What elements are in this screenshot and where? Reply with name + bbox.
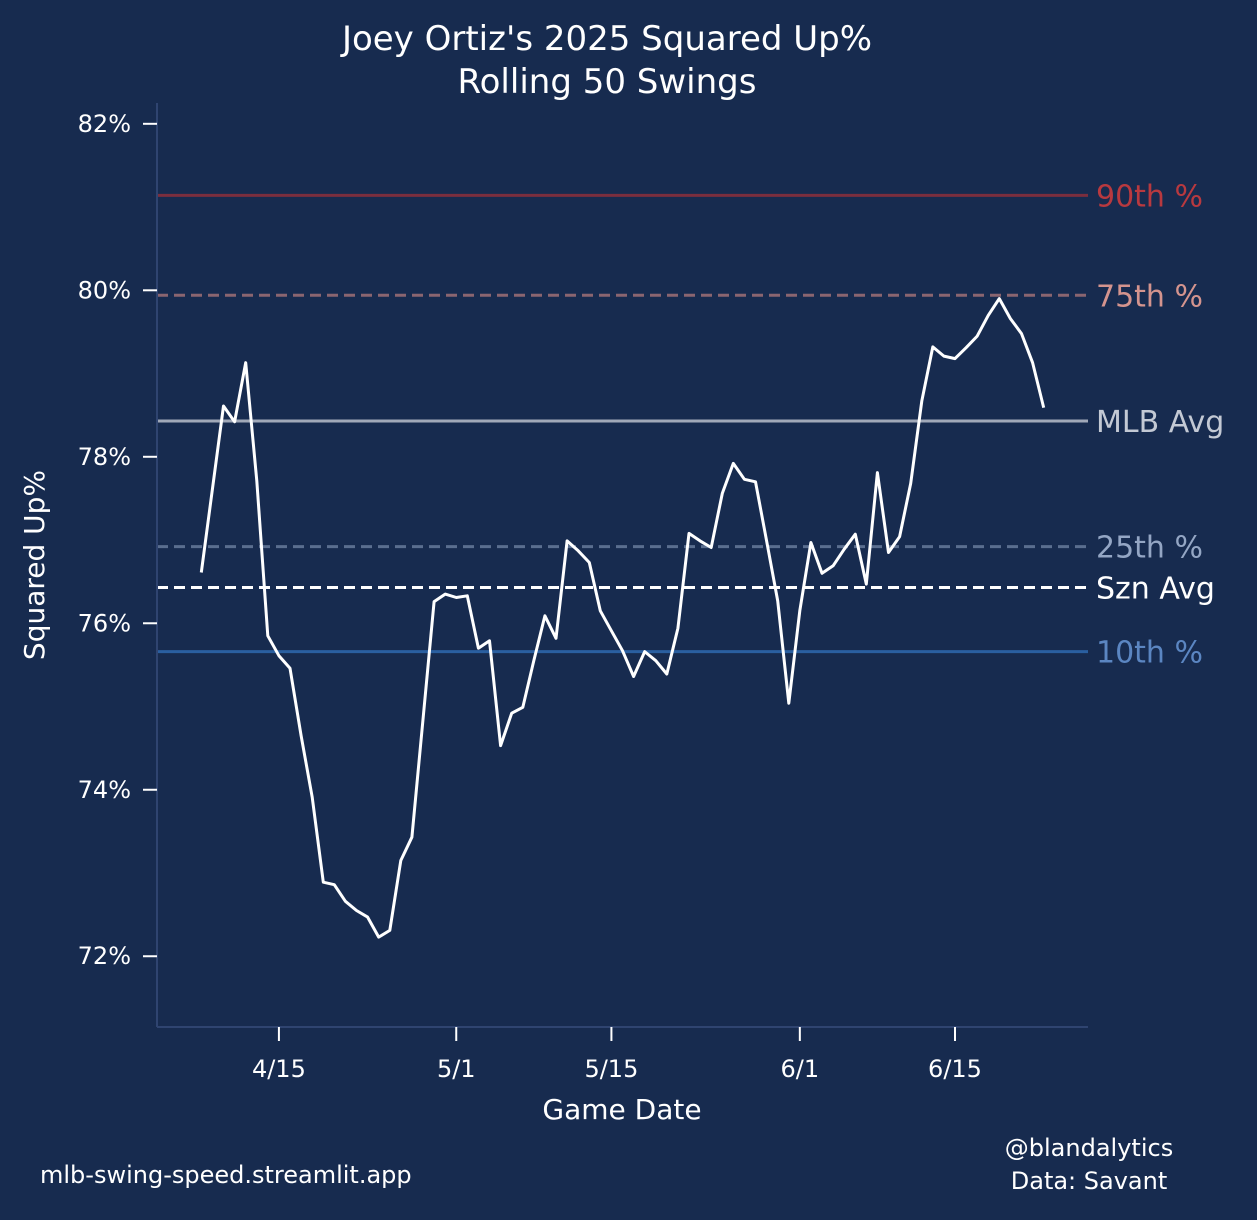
chart-subtitle: Rolling 50 Swings: [458, 62, 757, 102]
x-tick-label: 6/15: [928, 1055, 982, 1083]
x-tick-label: 5/15: [584, 1055, 638, 1083]
x-axis-label: Game Date: [542, 1093, 701, 1126]
y-tick-label: 80%: [78, 276, 131, 304]
x-tick-label: 5/1: [437, 1055, 476, 1083]
footer-site: mlb-swing-speed.streamlit.app: [40, 1161, 412, 1189]
y-axis-label: Squared Up%: [18, 470, 51, 660]
footer-credit: @blandalytics: [1005, 1134, 1173, 1162]
reference-line-label: 10th %: [1096, 636, 1203, 671]
reference-line-label: MLB Avg: [1096, 405, 1224, 440]
reference-line-label: 25th %: [1096, 531, 1203, 566]
reference-line-label: 90th %: [1096, 179, 1203, 214]
y-tick-label: 74%: [78, 776, 131, 804]
chart-title: Joey Ortiz's 2025 Squared Up%: [340, 19, 872, 59]
series-line: [199, 297, 1046, 939]
y-tick-label: 76%: [78, 609, 131, 637]
y-tick-label: 72%: [78, 942, 131, 970]
reference-line-label: 75th %: [1096, 279, 1203, 314]
x-tick-label: 6/1: [781, 1055, 820, 1083]
y-tick-label: 82%: [78, 110, 131, 138]
y-tick-label: 78%: [78, 443, 131, 471]
reference-line-label: Szn Avg: [1096, 571, 1215, 606]
footer-source: Data: Savant: [1011, 1167, 1168, 1195]
x-tick-label: 4/15: [252, 1055, 306, 1083]
